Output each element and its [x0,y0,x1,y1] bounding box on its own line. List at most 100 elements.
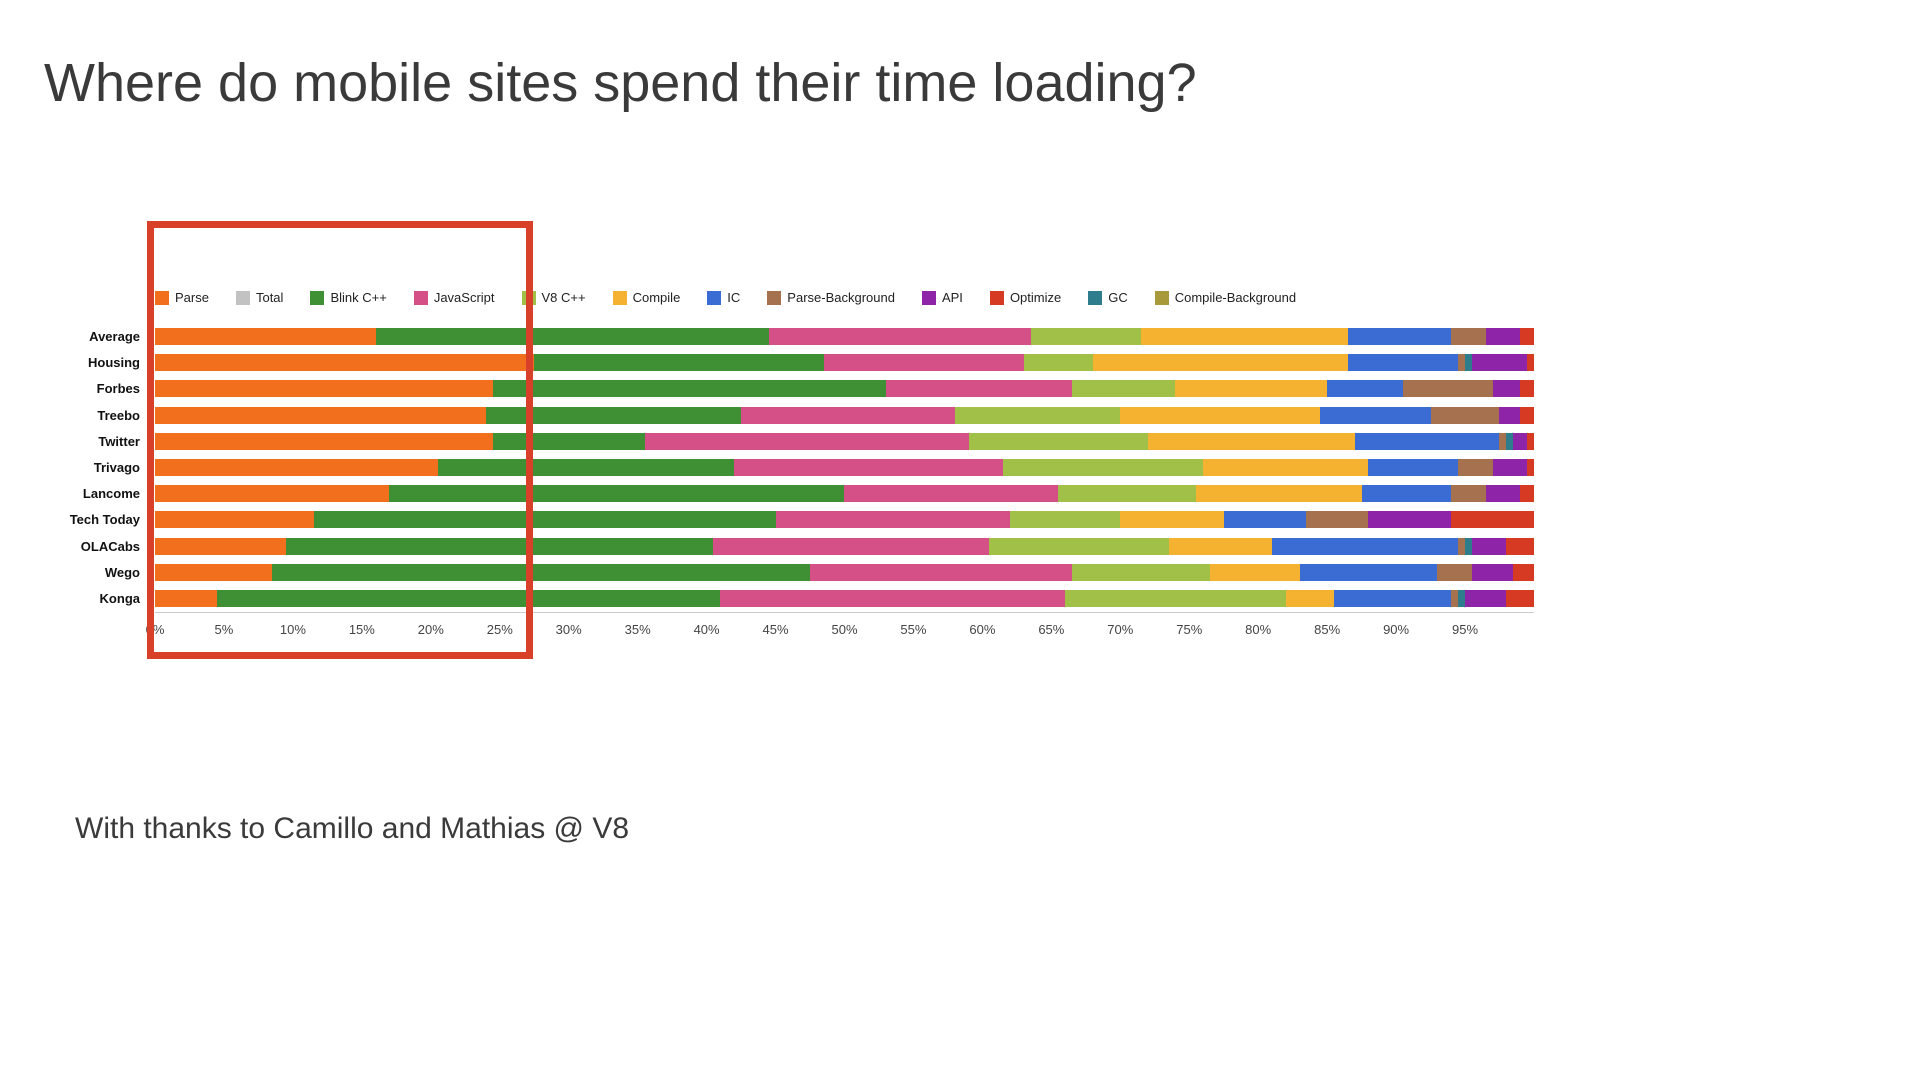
segment-blink-c [389,485,845,503]
segment-gc [1465,354,1472,372]
bar-row-lancome: Lancome [0,485,1920,503]
segment-ic [1320,406,1431,424]
segment-compile [1196,485,1362,503]
stacked-bar [155,328,1534,345]
row-label: Trivago [93,460,140,475]
x-tick-label: 20% [417,622,444,637]
segment-optimize [1520,328,1534,345]
segment-compile [1168,537,1272,555]
x-tick-label: 10% [279,622,306,637]
segment-compile [1092,354,1348,372]
legend-item-optimize: Optimize [989,290,1061,305]
segment-parse-background [1451,328,1486,345]
bar-row-olacabs: OLACabs [0,537,1920,555]
segment-ic [1271,537,1459,555]
segment-blink-c [375,328,769,345]
segment-api [1471,563,1514,581]
segment-optimize [1520,380,1534,398]
segment-api [1485,485,1521,503]
segment-optimize [1520,485,1534,503]
row-label: Average [89,329,140,344]
segment-ic [1299,563,1438,581]
segment-parse-background [1458,537,1466,555]
legend-label: API [941,290,963,305]
segment-javascript [775,511,1010,529]
segment-v8-c [1058,485,1197,503]
stacked-bar [155,590,1534,607]
legend-label: Compile [632,290,681,305]
legend-item-total: Total [235,290,284,305]
x-tick-label: 45% [762,622,789,637]
segment-javascript [810,563,1072,581]
x-tick-label: 70% [1107,622,1134,637]
legend-label: JavaScript [433,290,495,305]
segment-parse-background [1430,406,1500,424]
stacked-bar [155,537,1534,555]
segment-blink-c [217,590,721,607]
segment-parse-background [1451,485,1486,503]
segment-parse [155,354,535,372]
legend-swatch-compile [612,290,627,305]
segment-optimize [1520,406,1534,424]
segment-blink-c [272,563,810,581]
segment-v8-c [989,537,1169,555]
segment-optimize [1527,432,1534,450]
segment-compile [1147,432,1355,450]
segment-v8-c [1003,459,1204,476]
bar-row-forbes: Forbes [0,380,1920,398]
segment-api [1513,432,1528,450]
segment-javascript [844,485,1059,503]
segment-javascript [768,328,1031,345]
segment-parse [155,328,376,345]
stacked-bar [155,354,1534,372]
segment-javascript [885,380,1072,398]
x-tick-label: 80% [1245,622,1272,637]
segment-v8-c [1065,590,1286,607]
bar-row-twitter: Twitter [0,432,1920,450]
bar-row-konga: Konga [0,590,1920,607]
segment-blink-c [492,432,645,450]
segment-api [1464,590,1507,607]
legend-item-ic: IC [707,290,740,305]
legend-swatch-blink-c [310,290,325,305]
segment-parse-background [1437,563,1472,581]
legend-item-blink-c: Blink C++ [310,290,387,305]
x-tick-label: 30% [555,622,582,637]
row-label: Konga [99,591,140,606]
segment-parse-background [1458,354,1465,372]
segment-v8-c [954,406,1121,424]
row-label: Wego [104,564,140,580]
x-tick-label: 40% [693,622,720,637]
legend-swatch-ic [707,290,722,305]
legend-item-parse-background: Parse-Background [767,290,895,305]
segment-ic [1347,354,1459,372]
bar-row-wego: Wego [0,563,1920,581]
bar-row-tech-today: Tech Today [0,511,1920,529]
x-tick-label: 35% [624,622,651,637]
segment-compile [1175,380,1328,398]
segment-blink-c [437,459,735,476]
segment-api [1499,406,1521,424]
legend-item-gc: GC [1088,290,1128,305]
segment-javascript [713,537,990,555]
segment-optimize [1527,354,1534,372]
legend-label: V8 C++ [541,290,586,305]
legend-item-javascript: JavaScript [413,290,495,305]
x-tick-label: 15% [348,622,375,637]
row-label: OLACabs [80,538,140,554]
legend-swatch-api [921,290,936,305]
x-tick-label: 60% [969,622,996,637]
segment-parse-background [1402,380,1493,398]
segment-javascript [734,459,1004,476]
x-tick-label: 0% [145,622,165,637]
segment-gc [1465,537,1472,555]
stacked-bar [155,459,1534,476]
legend-label: Total [255,290,284,305]
segment-optimize [1451,511,1534,529]
legend-label: Parse-Background [787,290,895,305]
segment-parse [155,380,493,398]
segment-ic [1223,511,1307,529]
legend-item-parse: Parse [155,290,209,305]
x-tick-label: 50% [831,622,858,637]
